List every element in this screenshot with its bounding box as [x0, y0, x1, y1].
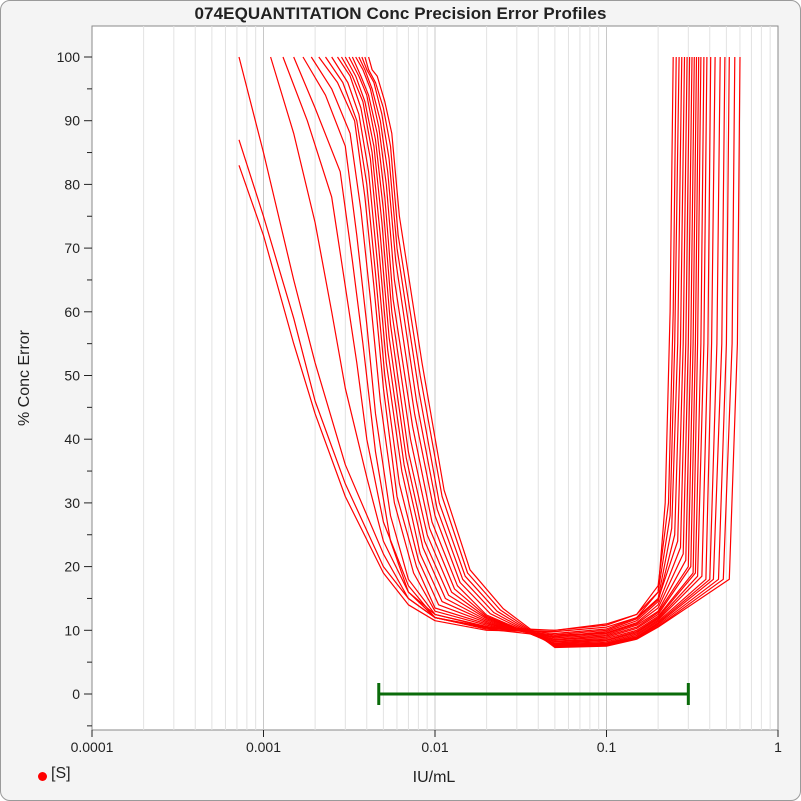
y-tick-label: 40	[64, 431, 80, 447]
profile-line-9	[318, 56, 695, 639]
profile-line-11	[331, 56, 700, 641]
grid	[143, 26, 771, 730]
x-axis-title: IU/mL	[413, 769, 456, 786]
y-tick-label: 20	[64, 559, 80, 575]
y-tick-label: 70	[64, 240, 80, 256]
x-tick-label: 1	[774, 739, 782, 755]
profile-line-7	[302, 56, 691, 636]
y-tick-label: 10	[64, 622, 80, 638]
profile-line-20	[364, 56, 736, 648]
profile-line-10	[325, 56, 698, 640]
y-axis-title: % Conc Error	[16, 329, 33, 426]
y-tick-label: 30	[64, 495, 80, 511]
profile-line-15	[348, 56, 712, 645]
profile-line-1	[238, 56, 674, 633]
range-bar-layer	[377, 683, 690, 705]
profile-line-21	[368, 56, 741, 649]
x-tick-label: 0.1	[597, 739, 617, 755]
y-tick-label: 50	[64, 368, 80, 384]
y-tick-label: 90	[64, 113, 80, 129]
profile-line-19	[361, 56, 730, 647]
profile-line-16	[351, 56, 716, 645]
y-tick-label: 80	[64, 176, 80, 192]
profile-line-12	[336, 56, 702, 642]
legend-marker	[38, 771, 47, 781]
x-tick-label: 0.01	[421, 739, 448, 755]
y-tick-label: 0	[72, 686, 80, 702]
chart-title: 074EQUANTITATION Conc Precision Error Pr…	[194, 4, 607, 23]
profile-line-14	[344, 56, 708, 644]
y-tick-label: 100	[57, 49, 81, 65]
axes-layer: 0 10 20 30 40 50 60 70 80 90 100 0.0001 0.001 0.01 0.1…	[57, 49, 782, 755]
profile-line-6	[293, 56, 688, 636]
profiles-layer	[238, 56, 741, 649]
x-tick-label: 0.001	[246, 739, 281, 755]
profile-line-8	[310, 56, 693, 638]
legend-label: [S]	[51, 765, 71, 782]
x-tick-label: 0.0001	[71, 739, 114, 755]
y-tick-label: 60	[64, 304, 80, 320]
profile-line-13	[340, 56, 705, 643]
profile-line-18	[358, 56, 726, 647]
profile-line-17	[355, 56, 721, 646]
legend: [S]	[38, 765, 71, 783]
